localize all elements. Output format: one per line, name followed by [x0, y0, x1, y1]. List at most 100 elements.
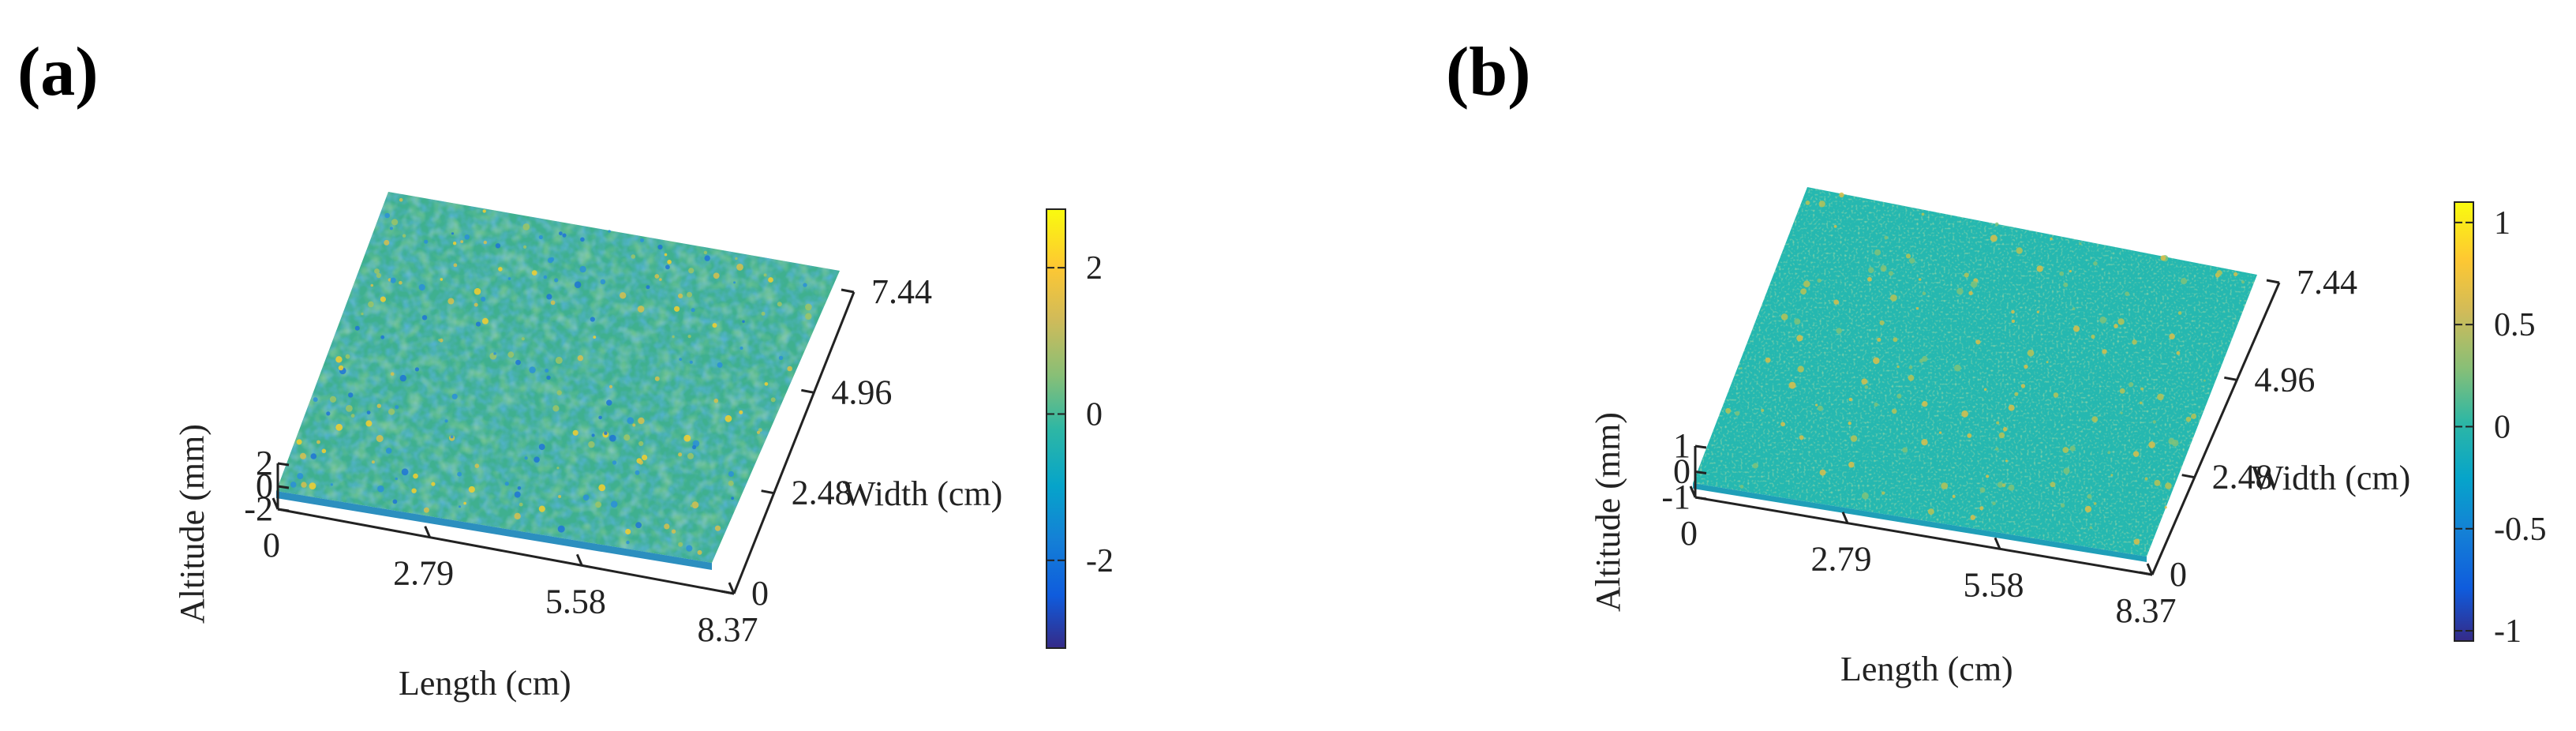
surface-a-speck [678, 294, 683, 298]
colorbar-b-tick-label: -0.5 [2494, 512, 2547, 548]
surface-b-speck [1961, 410, 1968, 418]
surface-a-speck [346, 405, 353, 412]
surface-b-speck [2148, 441, 2155, 448]
surface-b-speck [1781, 313, 1788, 321]
surface-b-speck [2063, 283, 2068, 287]
surface-a-speck [475, 463, 480, 468]
surface-b-speck [1906, 253, 1911, 258]
surface-b-speck [1820, 470, 1826, 476]
panel-a-y-tick-label: 7.44 [871, 272, 932, 311]
surface-a-speck [698, 550, 702, 555]
surface-a-speck [355, 326, 360, 331]
surface-a-speck [546, 294, 552, 299]
surface-a-speck [316, 440, 320, 444]
panel-b-x-tick-label: 5.58 [1964, 565, 2024, 604]
surface-b-speck [1848, 422, 1852, 425]
surface-b-speck [2085, 506, 2091, 512]
surface-a-speck [515, 513, 521, 519]
surface-a-speck [415, 367, 419, 371]
surface-a-speck [422, 315, 427, 320]
surface-b-speck [1967, 433, 1971, 438]
panel-b-surface [1693, 187, 2257, 562]
surface-b-speck [1984, 388, 1986, 391]
surface-a-speck [463, 502, 466, 505]
surface-b-speck [2140, 402, 2143, 405]
panel-a-x-tick-label: 2.79 [393, 554, 454, 593]
surface-a-speck [386, 448, 392, 454]
surface-a-speck [484, 241, 487, 244]
surface-a-speck [805, 313, 811, 320]
panel-a-y-tick-label: 0 [751, 574, 769, 613]
surface-b-speck [1862, 493, 1869, 500]
surface-a-speck [395, 405, 399, 409]
surface-b-speck [2121, 412, 2123, 414]
surface-b-speck [2169, 333, 2175, 339]
surface-a-speck [326, 411, 330, 415]
surface-b-speck [2059, 272, 2064, 276]
surface-b-speck [2091, 335, 2095, 339]
surface-b-speck [1896, 366, 1899, 368]
surface-b-speck [2012, 320, 2015, 323]
surface-b-speck [2110, 474, 2113, 476]
surface-a-speck [457, 472, 462, 477]
surface-a-speck [623, 434, 630, 440]
surface-a-speck [544, 276, 548, 279]
surface-a-speck [335, 424, 343, 431]
panel-a-z-tick-mark [278, 509, 289, 511]
surface-b-speck [1874, 249, 1881, 256]
surface-a-speck [313, 397, 318, 402]
surface-a-speck [625, 529, 631, 534]
panel-b-z-tick-mark [1695, 497, 1706, 499]
surface-b-speck [1868, 267, 1874, 273]
surface-a-speck [548, 257, 553, 263]
surface-b-speck [2073, 325, 2080, 332]
surface-b-speck [2241, 280, 2245, 283]
surface-a-speck [733, 281, 736, 283]
surface-a-speck [642, 455, 647, 460]
panel-a-z-tick-mark [278, 463, 289, 465]
surface-b-speck [1884, 236, 1888, 240]
surface-a-speck [803, 283, 807, 287]
panel-b-x-tick-label: 0 [1680, 514, 1698, 553]
surface-a-speck [779, 356, 783, 360]
surface-a-speck [598, 484, 605, 491]
panel-b-z-tick-label: -1 [1661, 478, 1690, 516]
panel-a-x-tick-label: 5.58 [545, 582, 606, 620]
surface-b-speck [2079, 242, 2081, 245]
surface-a-speck [372, 460, 375, 463]
panel-a-y-tick-mark [801, 390, 814, 392]
surface-b-speck [2203, 380, 2206, 382]
surface-a-speck [691, 308, 695, 312]
surface-a-speck [612, 460, 616, 464]
surface-b-speck [2186, 417, 2192, 422]
surface-a-speck [481, 297, 485, 302]
surface-a-speck [742, 321, 745, 324]
surface-b-speck [2120, 388, 2125, 394]
surface-a-speck [507, 351, 514, 358]
surface-a-speck [606, 399, 612, 405]
surface-a-speck [638, 441, 643, 446]
surface-a-speck [640, 238, 644, 242]
surface-a-speck [469, 486, 475, 493]
surface-a-speck [496, 243, 500, 248]
surface-a-speck [717, 362, 723, 368]
surface-a-speck [402, 468, 409, 475]
surface-b-speck [1923, 292, 1926, 296]
surface-b-speck [2024, 365, 2027, 369]
surface-b-speck [1889, 271, 1893, 276]
surface-a-speck [608, 230, 611, 233]
surface-a-speck [348, 392, 353, 397]
surface-a-speck [331, 483, 333, 485]
surface-a-speck [787, 366, 792, 372]
surface-b-speck [2027, 350, 2035, 357]
surface-a-speck [402, 234, 406, 238]
colorbar-b-tick-label: 0 [2494, 409, 2510, 445]
surface-a-speck [465, 234, 470, 240]
surface-b-speck [1995, 448, 1998, 451]
colorbar-b-tick-label: 1 [2494, 205, 2510, 242]
surface-a-speck [728, 471, 734, 477]
surface-b-speck [2070, 446, 2076, 452]
surface-b-speck [1980, 487, 1986, 493]
surface-a-speck [454, 264, 458, 268]
